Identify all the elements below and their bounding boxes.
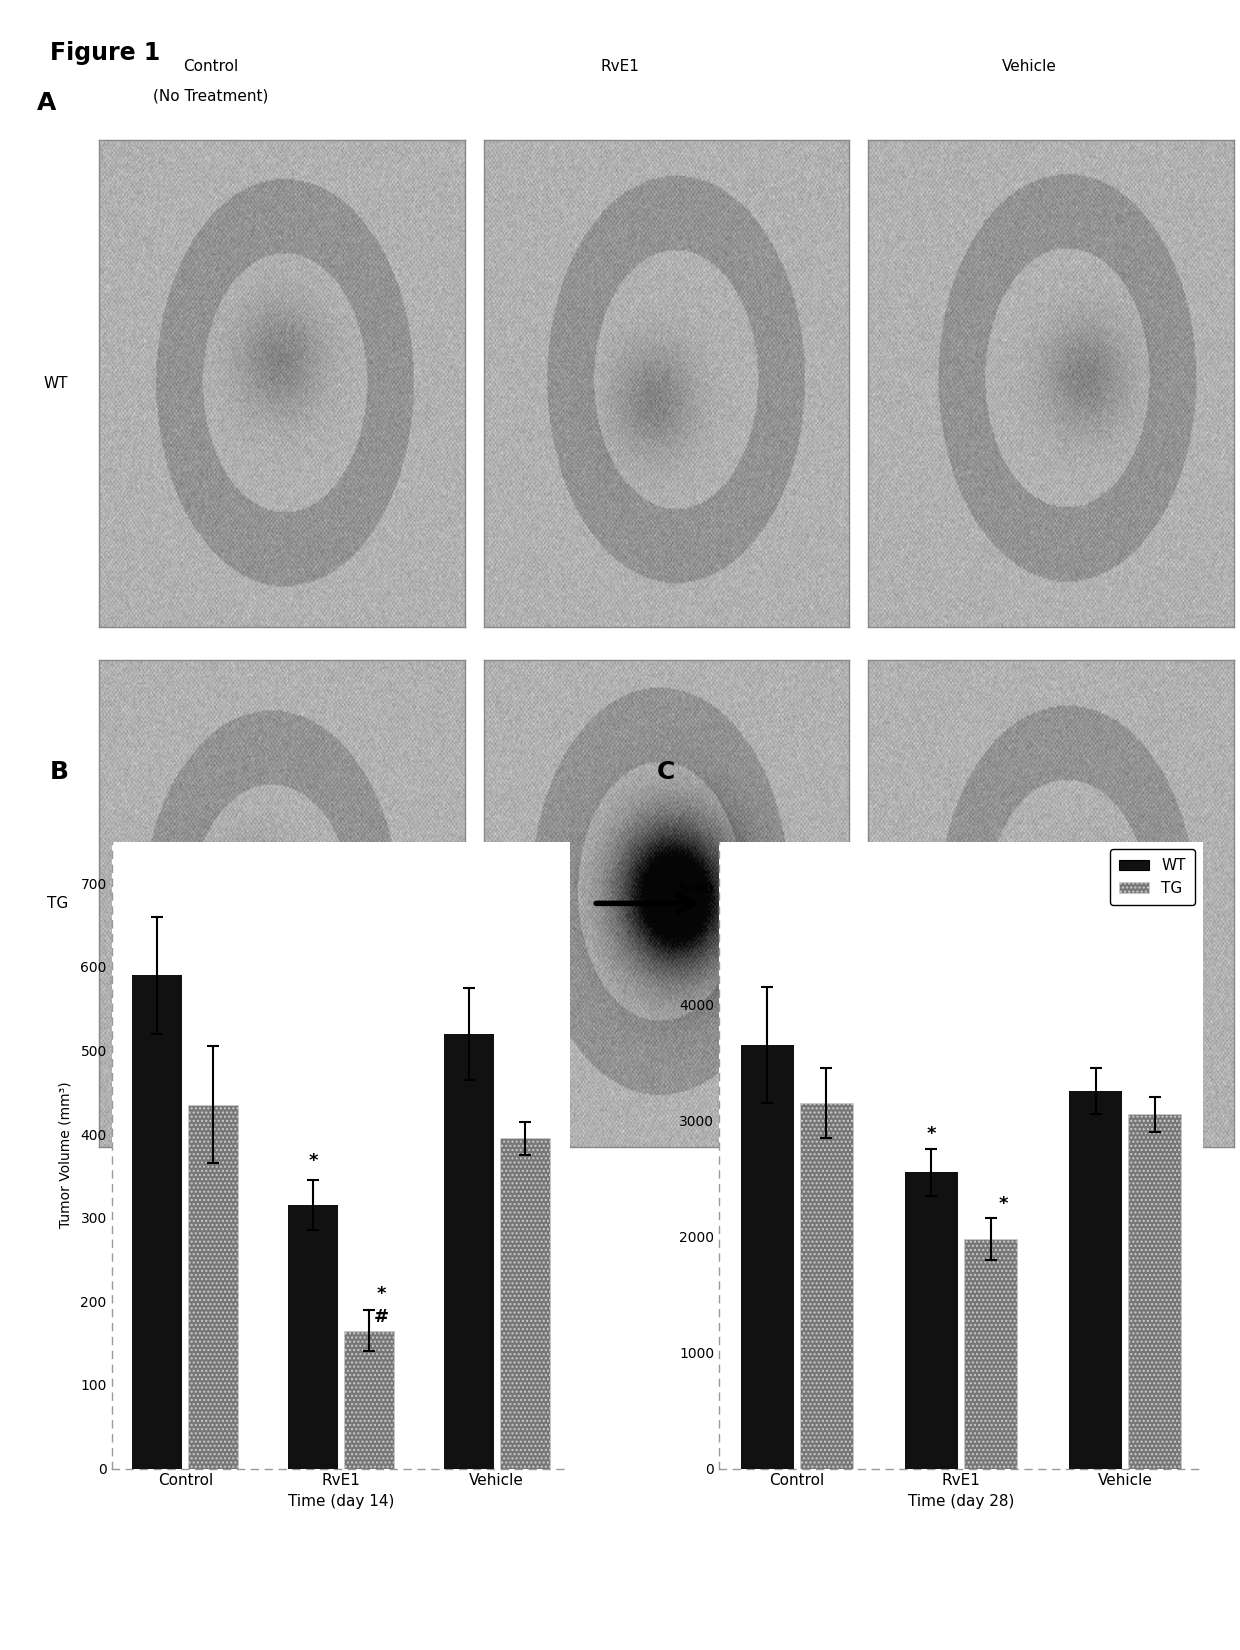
Y-axis label: Tumor Volume (mm³): Tumor Volume (mm³)	[58, 1082, 72, 1228]
Bar	[800, 1102, 853, 1468]
Bar	[133, 975, 182, 1468]
Bar	[742, 1044, 794, 1468]
X-axis label: Time (day 28): Time (day 28)	[908, 1493, 1014, 1508]
Bar	[188, 1106, 238, 1468]
X-axis label: Time (day 14): Time (day 14)	[288, 1493, 394, 1508]
Text: #: #	[374, 1308, 389, 1327]
Text: *: *	[377, 1285, 386, 1304]
Text: B: B	[50, 759, 68, 784]
Text: Vehicle: Vehicle	[1002, 59, 1056, 74]
Text: A: A	[37, 91, 57, 116]
Text: Control: Control	[184, 59, 238, 74]
Bar	[1128, 1114, 1180, 1468]
Bar	[444, 1035, 494, 1468]
Bar	[1069, 1091, 1122, 1468]
Legend: WT, TG: WT, TG	[1110, 850, 1195, 906]
Text: (No Treatment): (No Treatment)	[153, 89, 269, 104]
Text: *: *	[926, 1125, 936, 1143]
Bar	[905, 1173, 957, 1468]
Bar	[288, 1204, 337, 1468]
Text: TG: TG	[47, 896, 68, 911]
Bar	[965, 1239, 1017, 1468]
Bar	[500, 1138, 549, 1468]
Text: WT: WT	[43, 376, 68, 391]
Text: RvE1: RvE1	[600, 59, 640, 74]
Bar	[345, 1330, 394, 1468]
Text: *: *	[999, 1195, 1008, 1213]
Text: Figure 1: Figure 1	[50, 41, 160, 66]
Text: *: *	[309, 1152, 317, 1170]
Text: C: C	[657, 759, 676, 784]
